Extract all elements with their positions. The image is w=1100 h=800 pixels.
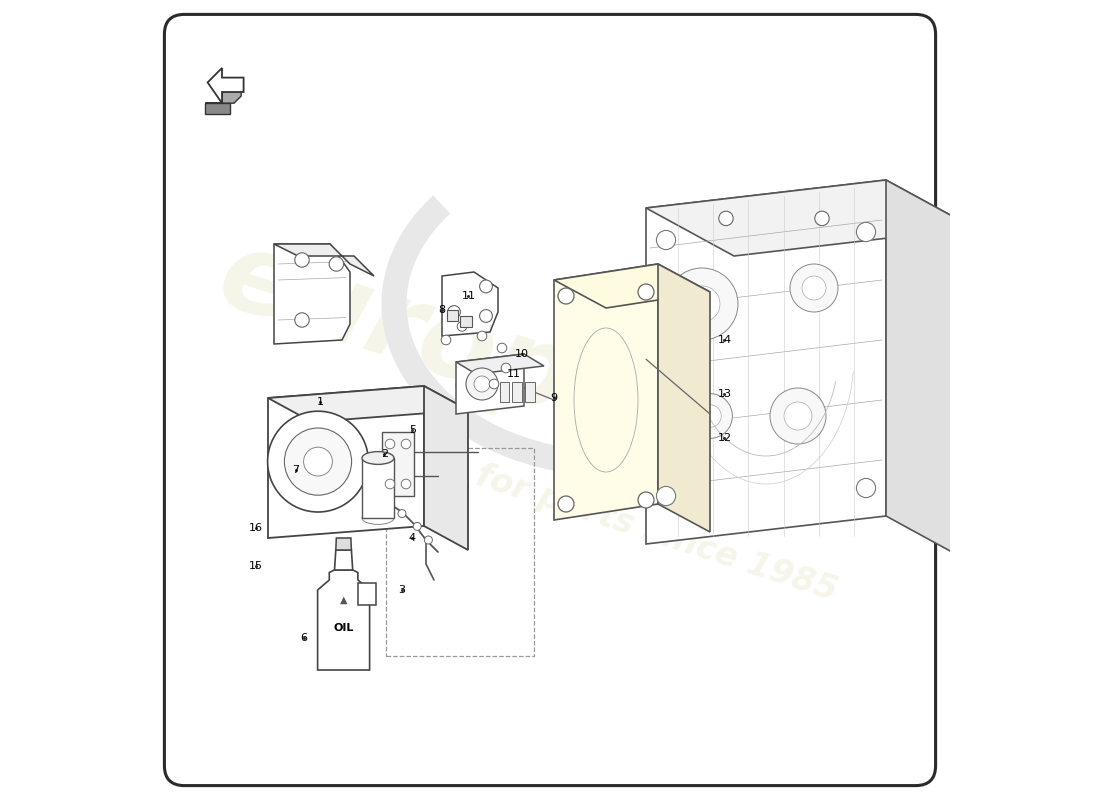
- Polygon shape: [206, 87, 241, 103]
- Circle shape: [657, 230, 675, 250]
- Text: 2: 2: [381, 450, 388, 459]
- Circle shape: [857, 478, 876, 498]
- Bar: [513, 382, 522, 402]
- Bar: [461, 316, 472, 327]
- Circle shape: [402, 439, 410, 449]
- Text: 6: 6: [300, 634, 307, 643]
- Polygon shape: [208, 68, 243, 103]
- Circle shape: [385, 439, 395, 449]
- Circle shape: [490, 379, 498, 389]
- Circle shape: [638, 492, 654, 508]
- Circle shape: [295, 253, 309, 267]
- Circle shape: [666, 268, 738, 340]
- Text: 10: 10: [515, 349, 529, 358]
- Polygon shape: [424, 386, 468, 550]
- Circle shape: [295, 313, 309, 327]
- Circle shape: [657, 486, 675, 506]
- Text: 8: 8: [439, 306, 446, 315]
- Text: 15: 15: [249, 562, 263, 571]
- Text: 14: 14: [717, 335, 732, 345]
- Text: 12: 12: [717, 434, 732, 443]
- Text: 13: 13: [717, 389, 732, 398]
- Polygon shape: [274, 244, 374, 276]
- Circle shape: [718, 211, 734, 226]
- Polygon shape: [336, 538, 351, 550]
- Text: 7: 7: [292, 466, 299, 475]
- Circle shape: [815, 211, 829, 226]
- Text: 1: 1: [317, 397, 323, 406]
- Bar: [525, 382, 535, 402]
- Polygon shape: [206, 103, 230, 114]
- Polygon shape: [554, 264, 710, 308]
- Text: OIL: OIL: [333, 623, 354, 633]
- Polygon shape: [268, 386, 468, 422]
- Circle shape: [638, 284, 654, 300]
- Circle shape: [688, 394, 733, 438]
- Circle shape: [304, 447, 332, 476]
- Circle shape: [770, 388, 826, 444]
- Text: 5: 5: [409, 426, 416, 435]
- Ellipse shape: [362, 451, 394, 464]
- Circle shape: [448, 306, 461, 318]
- Polygon shape: [456, 354, 544, 374]
- Bar: [447, 310, 458, 321]
- Polygon shape: [442, 272, 498, 336]
- Text: 11: 11: [507, 370, 521, 379]
- Circle shape: [267, 411, 369, 512]
- Circle shape: [385, 479, 395, 489]
- Circle shape: [857, 222, 876, 242]
- Polygon shape: [646, 180, 886, 544]
- Circle shape: [425, 536, 432, 544]
- Circle shape: [329, 257, 343, 271]
- Text: 3: 3: [398, 586, 406, 595]
- Polygon shape: [554, 264, 658, 520]
- Circle shape: [398, 510, 406, 518]
- Polygon shape: [334, 550, 353, 570]
- Circle shape: [414, 522, 421, 530]
- Polygon shape: [886, 180, 974, 564]
- Polygon shape: [318, 570, 370, 670]
- Polygon shape: [358, 582, 375, 605]
- Circle shape: [558, 496, 574, 512]
- Circle shape: [480, 280, 493, 293]
- Circle shape: [784, 402, 812, 430]
- Circle shape: [474, 376, 490, 392]
- Ellipse shape: [362, 512, 394, 525]
- Circle shape: [698, 405, 722, 427]
- Bar: [499, 382, 509, 402]
- Circle shape: [466, 368, 498, 400]
- Text: ▲: ▲: [340, 595, 348, 605]
- Circle shape: [285, 428, 352, 495]
- Circle shape: [502, 363, 510, 373]
- Circle shape: [441, 335, 451, 345]
- Circle shape: [497, 343, 507, 353]
- Circle shape: [790, 264, 838, 312]
- Polygon shape: [646, 180, 974, 256]
- Polygon shape: [268, 386, 424, 538]
- Circle shape: [458, 322, 466, 331]
- Circle shape: [802, 276, 826, 300]
- Polygon shape: [362, 458, 394, 518]
- Polygon shape: [658, 264, 710, 532]
- Circle shape: [558, 288, 574, 304]
- Circle shape: [477, 331, 487, 341]
- Text: 4: 4: [409, 533, 416, 542]
- Circle shape: [684, 286, 721, 322]
- Circle shape: [480, 310, 493, 322]
- FancyBboxPatch shape: [164, 14, 936, 786]
- Text: 9: 9: [550, 394, 558, 403]
- Text: 16: 16: [249, 523, 263, 533]
- Polygon shape: [382, 432, 414, 496]
- Text: europaeces: europaeces: [206, 222, 926, 546]
- Text: 11: 11: [461, 291, 475, 301]
- Polygon shape: [456, 354, 524, 414]
- Polygon shape: [274, 244, 350, 344]
- Circle shape: [402, 479, 410, 489]
- Text: a passion for parts since 1985: a passion for parts since 1985: [290, 401, 842, 607]
